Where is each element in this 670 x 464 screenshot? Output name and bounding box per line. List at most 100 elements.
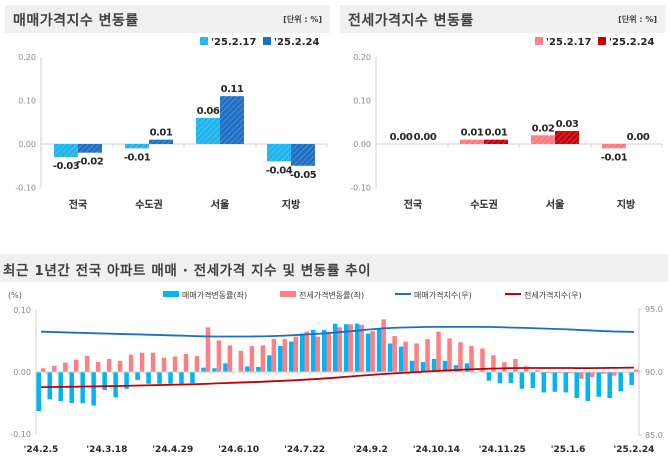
bar-curr (291, 144, 315, 166)
sale-rate-bar (102, 372, 107, 390)
sale-rate-bar (256, 367, 261, 372)
sale-rate-bar (201, 367, 206, 372)
y-tick-label: 0.00 (18, 140, 36, 149)
jeonse-rate-bar (271, 339, 277, 372)
jeonse-rate-bar (139, 352, 145, 372)
jeonse-index-line (40, 366, 634, 389)
sale-rate-bar (311, 329, 316, 372)
jeonse-rate-bar (458, 342, 463, 372)
x-tick-label: '24.9.2 (353, 445, 388, 455)
left-tick-label: 0.00 (13, 368, 31, 377)
jeonse-rate-bar (568, 372, 573, 374)
x-tick-label: '24.10.14 (413, 445, 460, 455)
value-label: 0.00 (390, 132, 413, 143)
sale-rate-bar (552, 372, 558, 392)
jeonse-rate-bar (348, 324, 353, 372)
category-label: 지방 (282, 198, 301, 211)
jeonse-rate-bar (611, 372, 617, 376)
jeonse-rate-bar (41, 368, 46, 372)
value-label: -0.01 (601, 152, 628, 163)
jeonse-rate-bar (403, 341, 408, 372)
sale-rate-bar (541, 372, 547, 393)
sale-rate-bar (212, 368, 217, 372)
sale-rate-bar (486, 372, 492, 381)
bar-prev (267, 144, 291, 162)
sale-rate-bar (453, 365, 459, 372)
left-axis-unit: (%) (8, 291, 22, 300)
sale-rate-bar (190, 372, 195, 384)
jeonse-rate-bar (524, 366, 529, 372)
sale-rate-bar (113, 372, 118, 398)
bar-prev (54, 144, 78, 158)
jeonse-rate-bar (633, 369, 639, 372)
jeonse-rate-bar (216, 340, 222, 372)
sale-rate-bar (223, 363, 228, 372)
jeonse-rate-bar (425, 339, 430, 372)
sale-rate-bar (497, 372, 503, 384)
legend-swatch-curr (263, 37, 271, 45)
sale-rate-title-bar: 매매가격지수 변동률 [단위 : %] (5, 5, 330, 33)
trend-title-bar: 최근 1년간 전국 아파트 매매 · 전세가격 지수 및 변동률 추이 (0, 254, 668, 282)
legend-swatch-curr (598, 37, 606, 45)
value-label: 0.00 (627, 132, 650, 143)
bar-prev (196, 117, 220, 144)
legend-label-curr: '25.2.24 (609, 37, 654, 48)
jeonse-rate-bar (546, 372, 551, 374)
right-tick-label: 90.0 (645, 368, 663, 377)
bar-prev (460, 139, 484, 144)
jeonse-rate-bar (106, 358, 112, 372)
right-tick-label: 95.0 (645, 305, 663, 314)
x-tick-label: '25.2.24 (613, 445, 654, 455)
sale-rate-bar (332, 323, 338, 372)
jeonse-rate-bar (84, 355, 90, 372)
sale-rate-bar (321, 329, 327, 372)
value-label: 0.01 (485, 128, 508, 139)
jeonse-rate-bar (469, 345, 474, 372)
sale-rate-bar (431, 358, 437, 372)
jeonse-rate-bar (414, 343, 419, 372)
y-tick-label: 0.10 (353, 97, 371, 106)
sale-rate-bar (80, 372, 85, 403)
value-label: 0.01 (461, 128, 484, 139)
jeonse-rate-bar (480, 348, 485, 372)
x-tick-label: '25.1.6 (551, 445, 586, 455)
value-label: -0.02 (77, 157, 104, 168)
bar-curr (149, 139, 173, 144)
jeonse-rate-bar (535, 370, 540, 372)
jeonse-rate-bar (161, 357, 167, 372)
trend-title: 최근 1년간 전국 아파트 매매 · 전세가격 지수 및 변동률 추이 (3, 263, 372, 279)
right-tick-label: 85.0 (645, 431, 663, 440)
bar-prev (125, 144, 149, 149)
jeonse-rate-bar (326, 333, 331, 372)
x-tick-label: '24.4.29 (152, 445, 193, 455)
y-tick-label: 0.00 (353, 140, 371, 149)
category-label: 지방 (617, 198, 636, 211)
jeonse-rate-bar (172, 356, 178, 372)
sale-rate-bar (596, 372, 601, 397)
sale-rate-bar (135, 372, 140, 381)
sale-rate-panel: 매매가격지수 변동률 [단위 : %] 0.20 0.10 0.00 -0.10 전국 수… (0, 0, 335, 230)
jeonse-rate-bar (491, 355, 496, 372)
jeonse-rate-bar (117, 360, 123, 372)
legend-label-prev: '25.2.17 (211, 37, 256, 48)
legend-label-sale-rate: 매매가격변동률(좌) (182, 290, 247, 300)
x-tick-label: '24.2.5 (24, 445, 59, 455)
sale-rate-unit: [단위 : %] (283, 15, 322, 24)
jeonse-rate-bar (238, 350, 244, 372)
x-tick-label: '24.11.25 (479, 445, 526, 455)
jeonse-rate-title: 전세가격지수 변동률 (348, 13, 474, 29)
legend-label-jeonse-index: 전세가격지수(우) (524, 290, 582, 300)
jeonse-rate-bar (436, 331, 441, 372)
bar-curr (220, 96, 244, 144)
sale-rate-bar (618, 372, 623, 392)
jeonse-rate-panel: 전세가격지수 변동률 [단위 : %] 0.20 0.10 0.00 -0.10 전국 수… (335, 0, 670, 230)
sale-rate-bar (365, 333, 371, 372)
sale-rate-bar (398, 346, 404, 372)
bar-prev (602, 144, 626, 149)
sale-rate-bar (464, 363, 470, 372)
category-label: 수도권 (135, 199, 163, 211)
sale-rate-bar (179, 372, 184, 384)
value-label: 0.01 (150, 128, 173, 139)
jeonse-rate-bar (128, 354, 134, 372)
